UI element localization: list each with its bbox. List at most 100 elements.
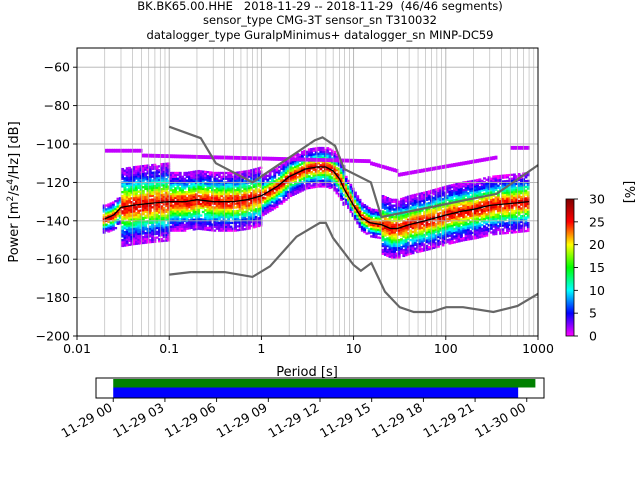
heatmap-cell [206, 211, 210, 214]
heatmap-cell [118, 208, 122, 211]
heatmap-cell [102, 229, 106, 232]
heatmap-cell [224, 171, 228, 175]
heatmap-cell [257, 199, 261, 203]
heatmap-cell [379, 231, 383, 234]
heatmap-cell [326, 170, 330, 173]
heatmap-cell [411, 244, 415, 247]
heatmap-cell [178, 229, 182, 232]
heatmap-cell [144, 187, 148, 191]
heatmap-cell [264, 202, 267, 206]
heatmap-cell [406, 218, 410, 221]
heatmap-cell [342, 190, 346, 193]
heatmap-cell [155, 184, 159, 187]
heatmap-cell [291, 172, 295, 175]
heatmap-cell [192, 182, 196, 185]
heatmap-cell [476, 230, 480, 234]
heatmap-cell [411, 251, 415, 255]
heatmap-cell [277, 187, 281, 190]
heatmap-cell [118, 210, 122, 213]
heatmap-cell [257, 211, 261, 214]
heatmap-cell [360, 202, 364, 205]
heatmap-cell [141, 172, 145, 175]
heatmap-cell [402, 199, 406, 202]
heatmap-cell [215, 183, 219, 186]
heatmap-cell [427, 207, 431, 210]
heatmap-cell [489, 156, 493, 161]
heatmap-cell [141, 207, 145, 210]
heatmap-cell [243, 187, 247, 191]
heatmap-cell [356, 200, 360, 204]
heatmap-cell [432, 235, 436, 238]
heatmap-cell [121, 171, 125, 175]
heatmap-cell [515, 194, 519, 197]
heatmap-cell [241, 180, 244, 183]
heatmap-cell [383, 219, 387, 222]
heatmap-cell [416, 235, 420, 238]
heatmap-cell [111, 212, 115, 216]
heatmap-cell [107, 205, 111, 208]
heatmap-cell [164, 233, 168, 236]
heatmap-cell [473, 204, 477, 207]
heatmap-cell [132, 206, 136, 209]
heatmap-cell [273, 176, 277, 179]
heatmap-cell [268, 198, 272, 201]
heatmap-cell [517, 205, 521, 208]
heatmap-cell [217, 208, 221, 211]
heatmap-cell [335, 172, 339, 176]
heatmap-cell [171, 171, 175, 175]
heatmap-cell [252, 224, 256, 227]
heatmap-cell [358, 223, 362, 227]
heatmap-cell [183, 183, 187, 186]
heatmap-cell [395, 229, 399, 232]
heatmap-cell [492, 208, 496, 211]
heatmap-cell [116, 199, 120, 202]
heatmap-cell [406, 224, 410, 227]
heatmap-cell [340, 188, 344, 192]
heatmap-cell [506, 195, 509, 198]
heatmap-cell [483, 192, 486, 195]
heatmap-cell [512, 211, 516, 215]
heatmap-cell [420, 192, 424, 195]
heatmap-cell [404, 221, 408, 224]
heatmap-cell [427, 215, 431, 218]
heatmap-cell [418, 209, 422, 213]
heatmap-cell [404, 234, 408, 238]
heatmap-cell [436, 206, 440, 210]
heatmap-cell [167, 168, 171, 171]
heatmap-cell [275, 180, 279, 184]
heatmap-cell [406, 214, 410, 218]
heatmap-cell [441, 211, 445, 214]
heatmap-cell [162, 168, 166, 171]
heatmap-cell [402, 216, 406, 219]
heatmap-cell [519, 188, 523, 191]
heatmap-cell [128, 230, 131, 233]
heatmap-cell [476, 232, 480, 235]
heatmap-cell [487, 189, 491, 192]
heatmap-cell [280, 167, 284, 171]
heatmap-cell [473, 233, 477, 236]
heatmap-cell [222, 173, 226, 177]
heatmap-cell [190, 220, 194, 224]
heatmap-cell [187, 177, 191, 180]
heatmap-cell [105, 225, 108, 228]
heatmap-cell [432, 233, 436, 236]
heatmap-cell [400, 209, 403, 212]
heatmap-cell [356, 197, 360, 200]
heatmap-cell [409, 200, 413, 203]
heatmap-cell [236, 221, 240, 224]
heatmap-cell [199, 172, 203, 175]
heatmap-cell [174, 202, 178, 205]
heatmap-cell [326, 162, 330, 165]
heatmap-cell [178, 210, 182, 213]
heatmap-cell [367, 212, 371, 216]
heatmap-cell [473, 231, 477, 234]
heatmap-cell [178, 206, 182, 209]
heatmap-cell [231, 221, 235, 225]
heatmap-cell [181, 206, 184, 209]
heatmap-cell [360, 206, 364, 209]
heatmap-cell [141, 191, 145, 195]
heatmap-cell [383, 228, 387, 231]
heatmap-cell [402, 229, 406, 233]
heatmap-cell [116, 197, 120, 200]
heatmap-cell [259, 185, 263, 189]
